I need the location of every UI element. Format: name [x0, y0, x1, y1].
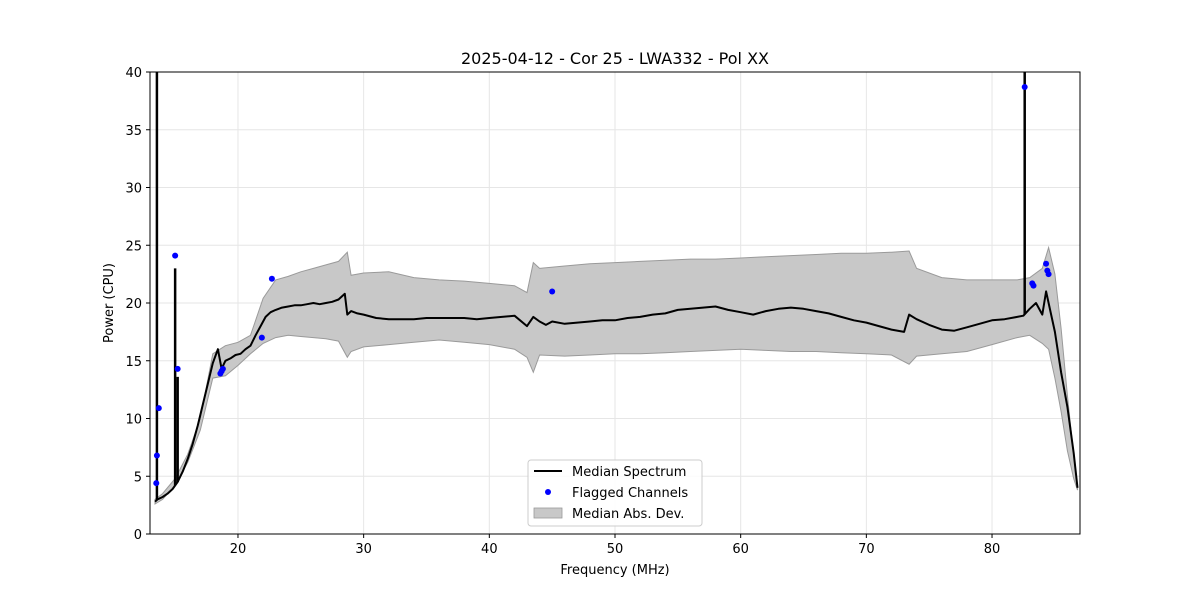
legend-mad-swatch [533, 507, 563, 519]
x-tick-label: 60 [732, 542, 749, 557]
y-tick-label: 30 [125, 182, 142, 197]
flagged-channel-point [1030, 282, 1037, 289]
y-axis-label: Power (CPU) [102, 263, 117, 343]
median-line-layer [154, 72, 1079, 503]
flagged-channel-point [258, 334, 265, 341]
legend-median-label: Median Spectrum [572, 465, 686, 480]
legend-flagged-label: Flagged Channels [572, 486, 688, 501]
y-tick-label: 40 [125, 66, 142, 81]
flagged-channel-point [153, 452, 160, 459]
x-tick-label: 20 [230, 542, 247, 557]
flagged-channel-point [1045, 271, 1052, 278]
y-tick-label: 20 [125, 297, 142, 312]
flagged-channel-point [219, 365, 226, 372]
y-tick-label: 10 [125, 413, 142, 428]
flagged-channel-point [1043, 260, 1050, 267]
y-tick-label: 5 [134, 470, 142, 485]
x-axis: 20 30 40 50 60 70 80 [230, 534, 1001, 557]
flagged-points-layer [153, 84, 1052, 487]
flagged-channel-point [268, 275, 275, 282]
legend-flagged-swatch [545, 489, 551, 495]
y-tick-label: 0 [134, 528, 142, 543]
x-axis-label: Frequency (MHz) [560, 563, 669, 578]
flagged-channel-point [549, 288, 556, 295]
median-spectrum-line [154, 290, 1079, 503]
x-tick-label: 50 [607, 542, 624, 557]
flagged-channel-point [155, 405, 162, 412]
x-tick-label: 80 [984, 542, 1001, 557]
y-axis: 0 5 10 15 20 25 30 35 40 [125, 66, 150, 543]
x-tick-label: 70 [858, 542, 875, 557]
y-tick-label: 25 [125, 239, 142, 254]
mad-band-layer [154, 245, 1078, 505]
flagged-channel-point [174, 365, 181, 372]
legend: Median Spectrum Flagged Channels Median … [527, 459, 703, 527]
y-tick-label: 35 [125, 124, 142, 139]
chart-title: 2025-04-12 - Cor 25 - LWA332 - Pol XX [461, 49, 769, 68]
flagged-channel-point [172, 252, 179, 259]
flagged-channel-point [153, 480, 160, 487]
x-tick-label: 40 [481, 542, 498, 557]
legend-box [527, 459, 703, 527]
x-tick-label: 30 [355, 542, 372, 557]
y-tick-label: 15 [125, 355, 142, 370]
flagged-channel-point [1021, 84, 1028, 91]
legend-mad-label: Median Abs. Dev. [572, 507, 684, 522]
mad-band [154, 245, 1078, 505]
